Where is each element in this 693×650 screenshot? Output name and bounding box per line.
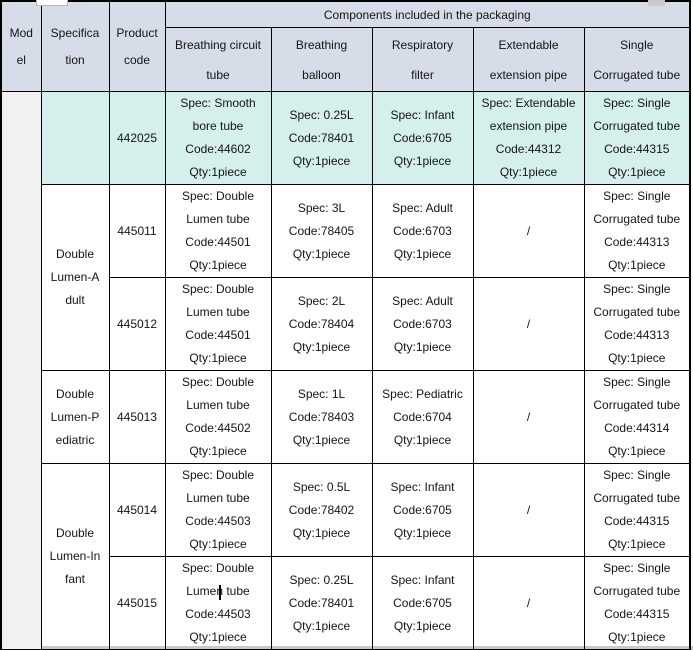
table-row: Double Lumen-In fant 445014 Spec: Double… (1, 463, 691, 650)
cell-respiratory-filter: Spec: Adult Code:6703 Qty:1piece (371, 277, 474, 371)
cell-breathing-circuit: Spec: Double Lumen tube Code:44501 Qty:1… (164, 184, 272, 278)
cell-product-code: 445012 (108, 277, 166, 371)
cell-breathing-circuit: Spec: Double Lumen tube Code:44501 Qty:1… (164, 277, 272, 371)
cell-extension-pipe: / (472, 463, 585, 557)
cell-product-code: 445013 (108, 370, 166, 464)
cell-respiratory-filter: Spec: Infant Code:6705 Qty:1piece (371, 463, 474, 557)
table-row: Double Lumen-A dult 445011 Spec: Double … (1, 184, 691, 371)
cell-breathing-circuit[interactable]: Spec: Double Lumen tube Code:44503 Qty:1… (164, 556, 272, 650)
header-single-corrugated-tube: Single Corrugated tube (583, 27, 691, 92)
cell-specification-adult: Double Lumen-A dult (40, 184, 110, 371)
header-product-code: Product code (108, 0, 166, 92)
header-breathing-circuit-tube: Breathing circuit tube (164, 27, 272, 92)
cell-breathing-balloon: Spec: 0.25L Code:78401 Qty:1piece (270, 91, 373, 185)
table-row: 442025 Spec: Smooth bore tube Code:44602… (0, 91, 691, 650)
table-body: 442025 Spec: Smooth bore tube Code:44602… (0, 91, 691, 650)
header-components-group: Components included in the packaging (164, 0, 691, 28)
cell-extension-pipe: / (472, 277, 585, 371)
cell-breathing-circuit: Spec: Double Lumen tube Code:44503 Qty:1… (164, 463, 272, 557)
cell-extension-pipe: / (472, 556, 585, 650)
cell-extension-pipe: / (472, 184, 585, 278)
cell-breathing-balloon: Spec: 1L Code:78403 Qty:1piece (270, 370, 373, 464)
header-model: Mod el (0, 0, 42, 92)
header-row-components: Breathing circuit tube Breathing balloon… (1, 27, 691, 92)
cell-breathing-balloon: Spec: 0.25L Code:78401 Qty:1piece (270, 556, 373, 650)
table-resize-handle-right (648, 0, 665, 6)
cell-corrugated-tube: Spec: Single Corrugated tube Code:44313 … (583, 184, 691, 278)
cell-product-code: 445015 (108, 556, 166, 650)
header-row-group: Mod el Specifica tion Product code Compo… (0, 0, 691, 92)
cell-respiratory-filter: Spec: Infant Code:6705 Qty:1piece (371, 556, 474, 650)
cell-specification-infant: Double Lumen-In fant (40, 463, 110, 650)
header-respiratory-filter: Respiratory filter (371, 27, 474, 92)
cell-corrugated-tube: Spec: Single Corrugated tube Code:44315 … (583, 91, 691, 185)
cell-breathing-balloon: Spec: 3L Code:78405 Qty:1piece (270, 184, 373, 278)
cell-text: Spec: Double Lumen tube Code:44503 Qty:1… (181, 561, 255, 644)
cell-breathing-circuit: Spec: Smooth bore tube Code:44602 Qty:1p… (164, 91, 272, 185)
cell-respiratory-filter: Spec: Pediatric Code:6704 Qty:1piece (371, 370, 474, 464)
table-resize-handle-left (36, 0, 68, 6)
cell-breathing-balloon: Spec: 2L Code:78404 Qty:1piece (270, 277, 373, 371)
cell-extension-pipe: Spec: Extendable extension pipe Code:443… (472, 91, 585, 185)
cell-specification-pediatric: Double Lumen-P ediatric (40, 370, 110, 464)
cell-product-code: 445011 (108, 184, 166, 278)
cell-respiratory-filter: Spec: Infant Code:6705 Qty:1piece (371, 91, 474, 185)
table-row: 445015 Spec: Double Lumen tube Code:4450… (1, 556, 691, 650)
table-row: 445012 Spec: Double Lumen tube Code:4450… (1, 277, 691, 371)
cell-product-code: 445014 (108, 463, 166, 557)
table-row: Double Lumen-P ediatric 445013 Spec: Dou… (1, 370, 691, 464)
cell-breathing-balloon: Spec: 0.5L Code:78402 Qty:1piece (270, 463, 373, 557)
header-extendable-extension-pipe: Extendable extension pipe (472, 27, 585, 92)
cell-breathing-circuit: Spec: Double Lumen tube Code:44502 Qty:1… (164, 370, 272, 464)
cell-corrugated-tube: Spec: Single Corrugated tube Code:44315 … (583, 556, 691, 650)
cell-corrugated-tube: Spec: Single Corrugated tube Code:44313 … (583, 277, 691, 371)
cell-specification (40, 91, 110, 185)
cell-product-code: 442025 (108, 91, 166, 185)
cell-respiratory-filter: Spec: Adult Code:6703 Qty:1piece (371, 184, 474, 278)
cell-extension-pipe: / (472, 370, 585, 464)
cell-model-span (0, 91, 42, 650)
text-cursor (219, 585, 221, 600)
header-breathing-balloon: Breathing balloon (270, 27, 373, 92)
cell-corrugated-tube: Spec: Single Corrugated tube Code:44315 … (583, 463, 691, 557)
table-header: Mod el Specifica tion Product code Compo… (0, 0, 691, 92)
cell-corrugated-tube: Spec: Single Corrugated tube Code:44314 … (583, 370, 691, 464)
header-specification: Specifica tion (40, 0, 110, 92)
